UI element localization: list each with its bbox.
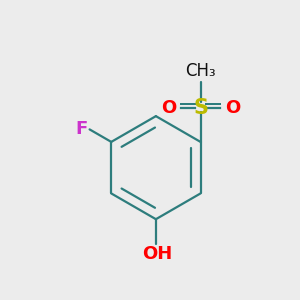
- Text: F: F: [76, 120, 88, 138]
- Text: CH₃: CH₃: [185, 62, 216, 80]
- Text: OH: OH: [142, 245, 172, 263]
- Text: O: O: [225, 99, 240, 117]
- Text: O: O: [161, 99, 176, 117]
- Text: S: S: [193, 98, 208, 118]
